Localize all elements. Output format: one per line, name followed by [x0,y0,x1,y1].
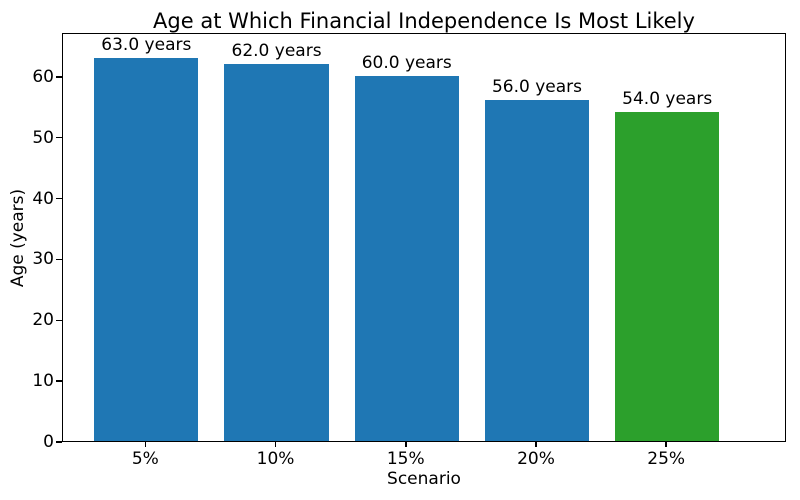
y-tick-label: 60 [32,66,54,87]
y-tick-mark [56,380,62,382]
bar-20% [484,100,590,441]
x-tick-label: 20% [517,449,555,469]
x-tick-label: 15% [386,449,425,469]
y-tick-mark [56,136,62,139]
bar-value-label: 54.0 years [622,89,713,110]
chart-title: Age at Which Financial Independence Is M… [153,9,695,33]
y-tick-mark [56,76,62,78]
bar-value-label: 63.0 years [101,34,192,55]
y-tick-label: 20 [32,310,54,331]
x-tick-mark [535,442,537,447]
x-tick-label: 5% [131,449,159,469]
y-tick-label: 30 [32,249,54,270]
y-tick-label: 0 [43,432,54,452]
x-tick-mark [405,442,407,447]
x-tick-label: 25% [647,449,686,469]
y-tick-mark [56,319,62,322]
bar-value-label: 62.0 years [231,40,322,61]
x-axis-label: Scenario [387,469,461,489]
y-tick-mark [56,258,62,261]
bar-5% [94,57,199,441]
bar-25% [615,112,720,441]
y-tick-label: 40 [32,188,54,209]
bar-value-label: 56.0 years [491,77,582,98]
x-tick-mark [274,442,277,447]
x-tick-label: 10% [256,449,295,469]
plot-area: 63.0 years 62.0 years 60.0 years 56.0 years… [62,33,786,442]
y-tick-label: 10 [32,371,54,392]
bar-10% [224,63,329,441]
x-tick-mark [665,442,667,447]
bar-value-label: 60.0 years [361,52,452,73]
x-tick-mark [144,442,147,447]
y-tick-label: 50 [32,127,54,148]
y-tick-mark [56,197,62,200]
y-tick-mark [56,441,62,443]
bar-15% [354,75,459,441]
